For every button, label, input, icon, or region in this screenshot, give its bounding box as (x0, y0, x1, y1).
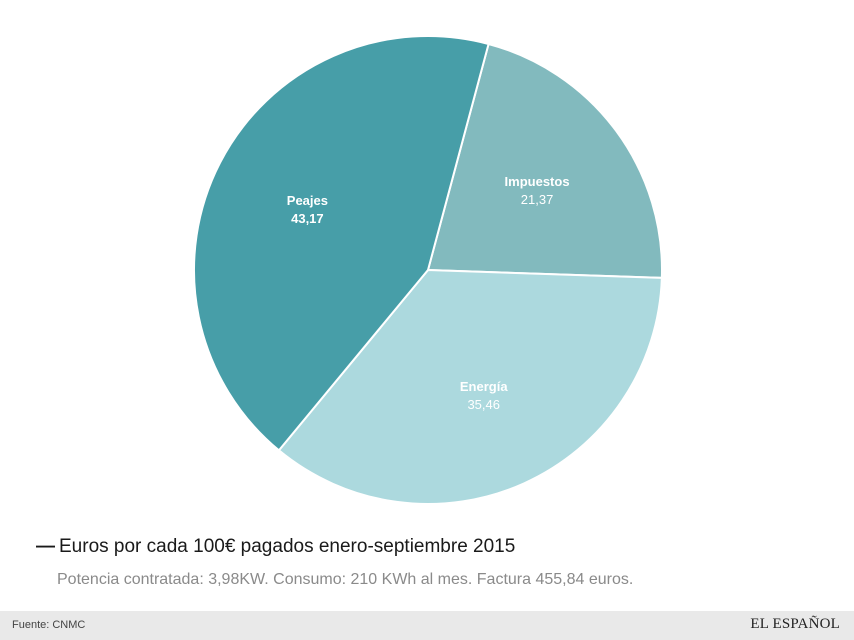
chart-subtitle: Potencia contratada: 3,98KW. Consumo: 21… (57, 571, 634, 588)
slice-label-impuestos: Impuestos (505, 174, 570, 189)
pie-slice-impuestos (426, 42, 663, 279)
slice-label-energía: Energía (460, 379, 508, 394)
title-dash: — (36, 536, 55, 557)
slice-value-energía: 35,46 (467, 397, 500, 412)
footer-bar: Fuente: CNMC EL ESPAÑOL (0, 611, 854, 640)
source-note: Fuente: CNMC (12, 619, 86, 631)
slice-label-peajes: Peajes (287, 193, 328, 208)
slice-value-impuestos: 21,37 (521, 192, 554, 207)
pie-chart-svg: Impuestos 21,37 Energía 35,46 Peajes 43,17 (193, 35, 663, 505)
pie-slice-peajes (193, 35, 490, 452)
chart-title-text: Euros por cada 100€ pagados enero-septie… (59, 536, 516, 557)
slice-value-peajes: 43,17 (291, 211, 324, 226)
brand-logo: EL ESPAÑOL (750, 616, 840, 632)
chart-title: — Euros por cada 100€ pagados enero-septi… (36, 536, 515, 558)
pie-chart: Impuestos 21,37 Energía 35,46 Peajes 43,17 (193, 35, 663, 505)
pie-slice-energía (277, 268, 663, 505)
